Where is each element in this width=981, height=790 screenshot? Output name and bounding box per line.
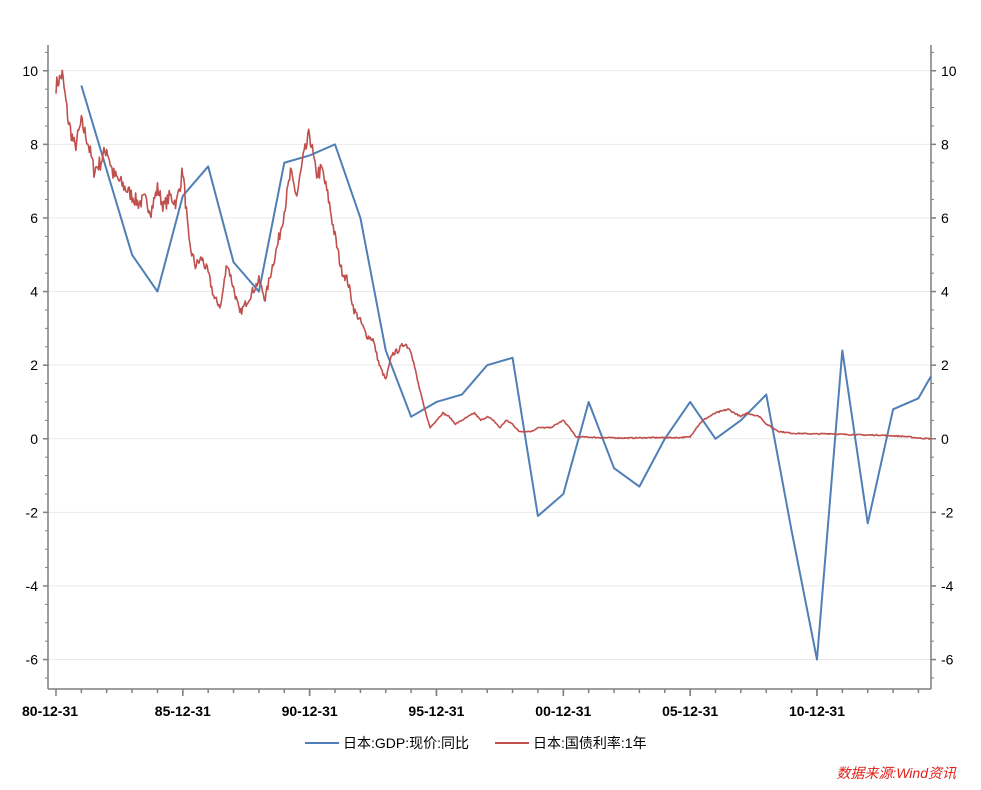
x-tick-label: 80-12-31	[22, 703, 78, 719]
right-y-tick-label: 0	[941, 431, 949, 447]
legend-label-bond: 日本:国债利率:1年	[533, 735, 647, 751]
legend-label-gdp: 日本:GDP:现价:同比	[343, 735, 469, 751]
x-tick-label: 95-12-31	[408, 703, 464, 719]
x-tick-label: 00-12-31	[535, 703, 591, 719]
right-y-tick-label: 2	[941, 357, 949, 373]
right-y-tick-label: -4	[941, 578, 954, 594]
left-y-tick-label: 2	[30, 357, 38, 373]
x-tick-label: 90-12-31	[282, 703, 338, 719]
right-y-tick-label: 4	[941, 284, 949, 300]
left-y-tick-label: 0	[30, 431, 38, 447]
right-y-tick-label: -6	[941, 652, 954, 668]
x-tick-label: 85-12-31	[155, 703, 211, 719]
left-y-tick-label: 10	[22, 63, 38, 79]
right-y-tick-label: 8	[941, 136, 949, 152]
right-y-tick-label: -2	[941, 504, 954, 520]
left-y-tick-label: 4	[30, 284, 38, 300]
left-y-tick-label: -4	[26, 578, 39, 594]
left-y-tick-label: 8	[30, 136, 38, 152]
data-source-note: 数据来源:Wind资讯	[836, 765, 957, 781]
x-tick-label: 05-12-31	[662, 703, 718, 719]
left-y-tick-label: -6	[26, 652, 39, 668]
left-y-tick-label: 6	[30, 210, 38, 226]
right-y-tick-label: 6	[941, 210, 949, 226]
right-y-tick-label: 10	[941, 63, 957, 79]
x-tick-label: 10-12-31	[789, 703, 845, 719]
left-y-tick-label: -2	[26, 504, 39, 520]
